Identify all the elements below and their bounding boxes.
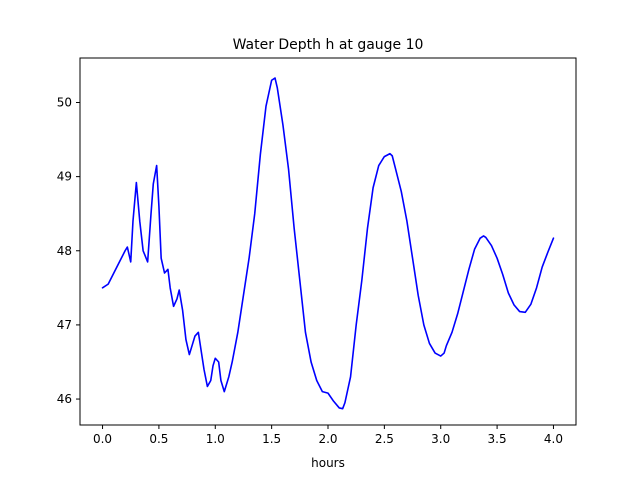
- y-tick-label: 48: [57, 244, 72, 258]
- y-tick-label: 49: [57, 170, 72, 184]
- x-tick-label: 1.0: [206, 432, 225, 446]
- x-tick-label: 3.5: [488, 432, 507, 446]
- y-tick-label: 47: [57, 318, 72, 332]
- y-tick-label: 46: [57, 392, 72, 406]
- x-tick-label: 0.0: [93, 432, 112, 446]
- x-tick-label: 4.0: [544, 432, 563, 446]
- x-tick-label: 0.5: [149, 432, 168, 446]
- y-tick-label: 50: [57, 95, 72, 109]
- x-tick-label: 2.5: [375, 432, 394, 446]
- x-axis-label: hours: [311, 456, 345, 470]
- x-tick-label: 1.5: [262, 432, 281, 446]
- x-tick-label: 2.0: [318, 432, 337, 446]
- series-line-0: [101, 77, 555, 410]
- x-tick-label: 3.0: [431, 432, 450, 446]
- chart-title: Water Depth h at gauge 10: [233, 37, 424, 53]
